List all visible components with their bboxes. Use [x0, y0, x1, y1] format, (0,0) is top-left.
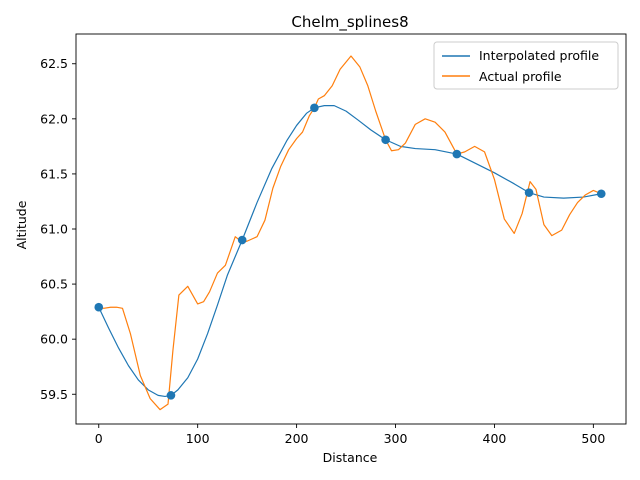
x-tick-label: 500 — [581, 431, 605, 446]
x-axis-ticks: 0 100 200 300 400 500 — [95, 424, 605, 446]
actual-profile-line — [98, 55, 602, 411]
y-axis-label: Altitude — [14, 200, 29, 249]
x-tick-label: 400 — [483, 431, 507, 446]
knot-markers — [94, 103, 606, 400]
x-tick-label: 200 — [285, 431, 309, 446]
knot-point — [452, 149, 462, 159]
legend: Interpolated profile Actual profile — [433, 41, 619, 90]
interpolated-profile-line — [98, 105, 602, 398]
knot-point — [237, 235, 247, 245]
knot-point — [94, 302, 104, 312]
legend-label-actual: Actual profile — [479, 69, 562, 84]
legend-label-interpolated: Interpolated profile — [479, 48, 599, 63]
knot-point — [310, 103, 319, 113]
y-tick-label: 62.5 — [40, 56, 68, 71]
y-tick-label: 60.5 — [40, 277, 68, 292]
knot-point — [524, 188, 534, 197]
x-tick-label: 0 — [95, 431, 103, 446]
y-tick-label: 61.0 — [40, 222, 68, 237]
series-layer — [98, 55, 602, 411]
knot-point — [166, 391, 176, 400]
legend-box — [433, 41, 619, 90]
y-axis-ticks: 59.5 60.0 60.5 61.0 61.5 62.0 62.5 — [40, 56, 76, 402]
y-tick-label: 60.0 — [40, 332, 68, 347]
y-tick-label: 61.5 — [40, 166, 68, 181]
knot-point — [381, 135, 390, 145]
y-tick-label: 62.0 — [40, 111, 68, 126]
chart-title: Chelm_splines8 — [291, 13, 408, 32]
x-tick-label: 300 — [384, 431, 408, 446]
y-tick-label: 59.5 — [40, 387, 68, 402]
x-tick-label: 100 — [186, 431, 210, 446]
knot-point — [596, 189, 606, 199]
x-axis-label: Distance — [323, 450, 378, 465]
